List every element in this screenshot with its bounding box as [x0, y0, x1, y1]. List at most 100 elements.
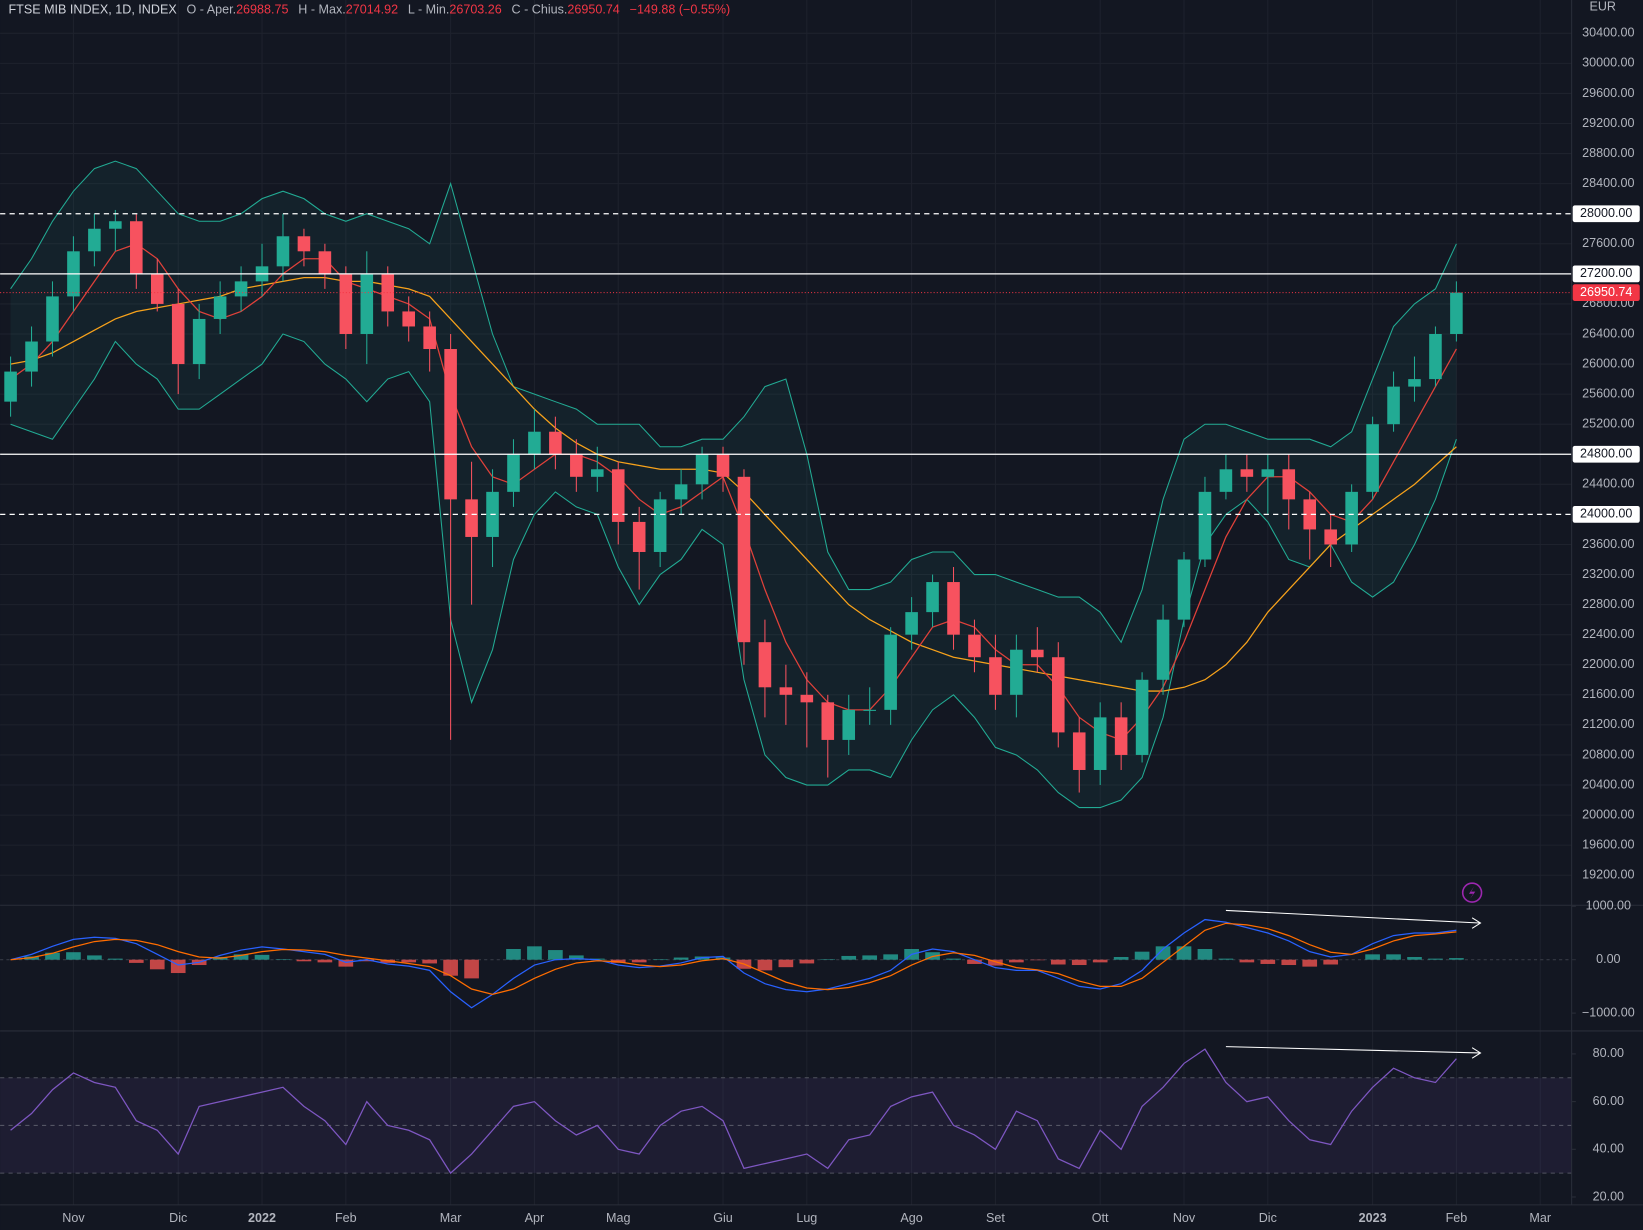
histogram-bar — [359, 959, 375, 962]
symbol: FTSE MIB INDEX, 1D, INDEX — [8, 3, 177, 17]
x-tick-label: Dic — [1259, 1211, 1277, 1225]
x-tick-label: Nov — [1173, 1211, 1196, 1225]
y-tick-label: 22400.00 — [1582, 627, 1634, 641]
level-box — [1572, 445, 1640, 463]
candle-body — [192, 318, 206, 365]
candle-body — [276, 236, 290, 267]
histogram-bar — [1365, 954, 1380, 960]
candle-body — [1072, 732, 1086, 770]
x-tick-label: Apr — [525, 1211, 545, 1225]
histogram-bar — [149, 959, 165, 970]
rsi-line — [10, 1048, 1457, 1175]
y-tick-label: 23600.00 — [1582, 537, 1634, 551]
histogram-bar — [1281, 959, 1297, 966]
trend-line — [1225, 909, 1480, 924]
candle-body — [758, 642, 772, 688]
candle-body — [444, 349, 457, 500]
candle-body — [1135, 679, 1149, 755]
histogram-bar — [338, 959, 354, 967]
candle-body — [1408, 379, 1421, 387]
x-tick-label: Ott — [1092, 1211, 1109, 1225]
x-tick-label: Giu — [713, 1211, 733, 1225]
candle-body — [905, 612, 918, 635]
trend-line — [1225, 1046, 1480, 1054]
histogram-bar — [1092, 959, 1108, 963]
alert-icon[interactable] — [1461, 882, 1483, 903]
moving-average — [10, 277, 1457, 692]
histogram-bar — [87, 955, 102, 960]
x-tick-label: Set — [986, 1211, 1005, 1225]
histogram-bar — [1113, 957, 1129, 960]
candle-body — [947, 582, 960, 635]
y-tick-label: 25200.00 — [1582, 417, 1634, 431]
candle-body — [339, 273, 353, 334]
y-tick-label: 40.00 — [1593, 1142, 1624, 1156]
histogram-bar — [1449, 958, 1464, 960]
candle-body — [1345, 491, 1358, 545]
level-box — [1572, 205, 1640, 223]
y-tick-label: 26000.00 — [1582, 356, 1634, 370]
candle-body — [632, 521, 646, 552]
candle-body — [318, 251, 332, 274]
histogram-bar — [527, 946, 542, 960]
histogram-bar — [841, 955, 857, 960]
y-unit: EUR — [1589, 0, 1616, 14]
histogram-bar — [45, 952, 60, 960]
y-tick-label: 1000.00 — [1586, 899, 1631, 913]
moving-average — [10, 243, 1457, 741]
candle-body — [423, 326, 436, 350]
candle-body — [737, 476, 751, 643]
y-tick-label: 21600.00 — [1582, 687, 1634, 701]
candle-body — [1303, 499, 1317, 530]
candle-body — [109, 221, 122, 229]
histogram-bar — [631, 959, 647, 963]
x-tick-label: Ago — [900, 1211, 922, 1225]
candle-body — [1093, 717, 1107, 770]
y-tick-label: 29200.00 — [1582, 116, 1634, 130]
axis: Nov Dic 2022 Feb Mar Apr Mag Giu Lug Ago Set Ott Nov… — [62, 26, 1640, 1225]
x-tick-label: Feb — [1446, 1211, 1468, 1225]
candle-body — [1450, 292, 1463, 334]
histogram-bar — [1428, 958, 1443, 960]
histogram-bar — [569, 955, 584, 960]
candle-body — [402, 311, 415, 327]
histogram-bar — [946, 958, 961, 960]
candle-body — [821, 702, 835, 740]
plot-area — [0, 160, 1572, 1175]
y-tick-label: 29600.00 — [1582, 86, 1634, 100]
candle-body — [213, 296, 227, 319]
candle-body — [570, 454, 583, 477]
histogram-bar — [1260, 959, 1276, 964]
candle-body — [360, 273, 374, 334]
y-tick-label: 0.00 — [1596, 952, 1620, 966]
candle-body — [1324, 529, 1337, 545]
x-tick-label: Mar — [1529, 1211, 1551, 1225]
candle-body — [150, 273, 164, 304]
histogram-bar — [1386, 954, 1401, 960]
candle-body — [1051, 657, 1065, 733]
candle-body — [1429, 333, 1442, 380]
change: −149.88 (−0.55%) — [630, 3, 731, 17]
x-tick-label: Nov — [62, 1211, 85, 1225]
candle-body — [171, 303, 185, 365]
histogram-bar — [799, 959, 815, 964]
histogram-bar — [548, 950, 563, 960]
level-box — [1572, 506, 1640, 523]
histogram-bar — [506, 949, 521, 960]
candle-body — [779, 687, 793, 695]
candle-body — [1010, 649, 1023, 695]
candle-body — [968, 634, 981, 658]
histogram-bar — [1050, 959, 1066, 965]
y-tick-label: 26400.00 — [1582, 326, 1634, 340]
y-tick-label: 60.00 — [1593, 1094, 1624, 1108]
candle-body — [4, 371, 17, 402]
y-tick-label: 28400.00 — [1582, 176, 1634, 190]
histogram-bar — [1029, 959, 1045, 961]
x-tick-label: Feb — [335, 1211, 357, 1225]
histogram-bar — [128, 959, 144, 963]
y-tick-label: 27600.00 — [1582, 236, 1634, 250]
y-tick-label: −1000.00 — [1582, 1005, 1635, 1019]
histogram-bar — [296, 959, 312, 962]
candle-body — [1240, 469, 1254, 477]
